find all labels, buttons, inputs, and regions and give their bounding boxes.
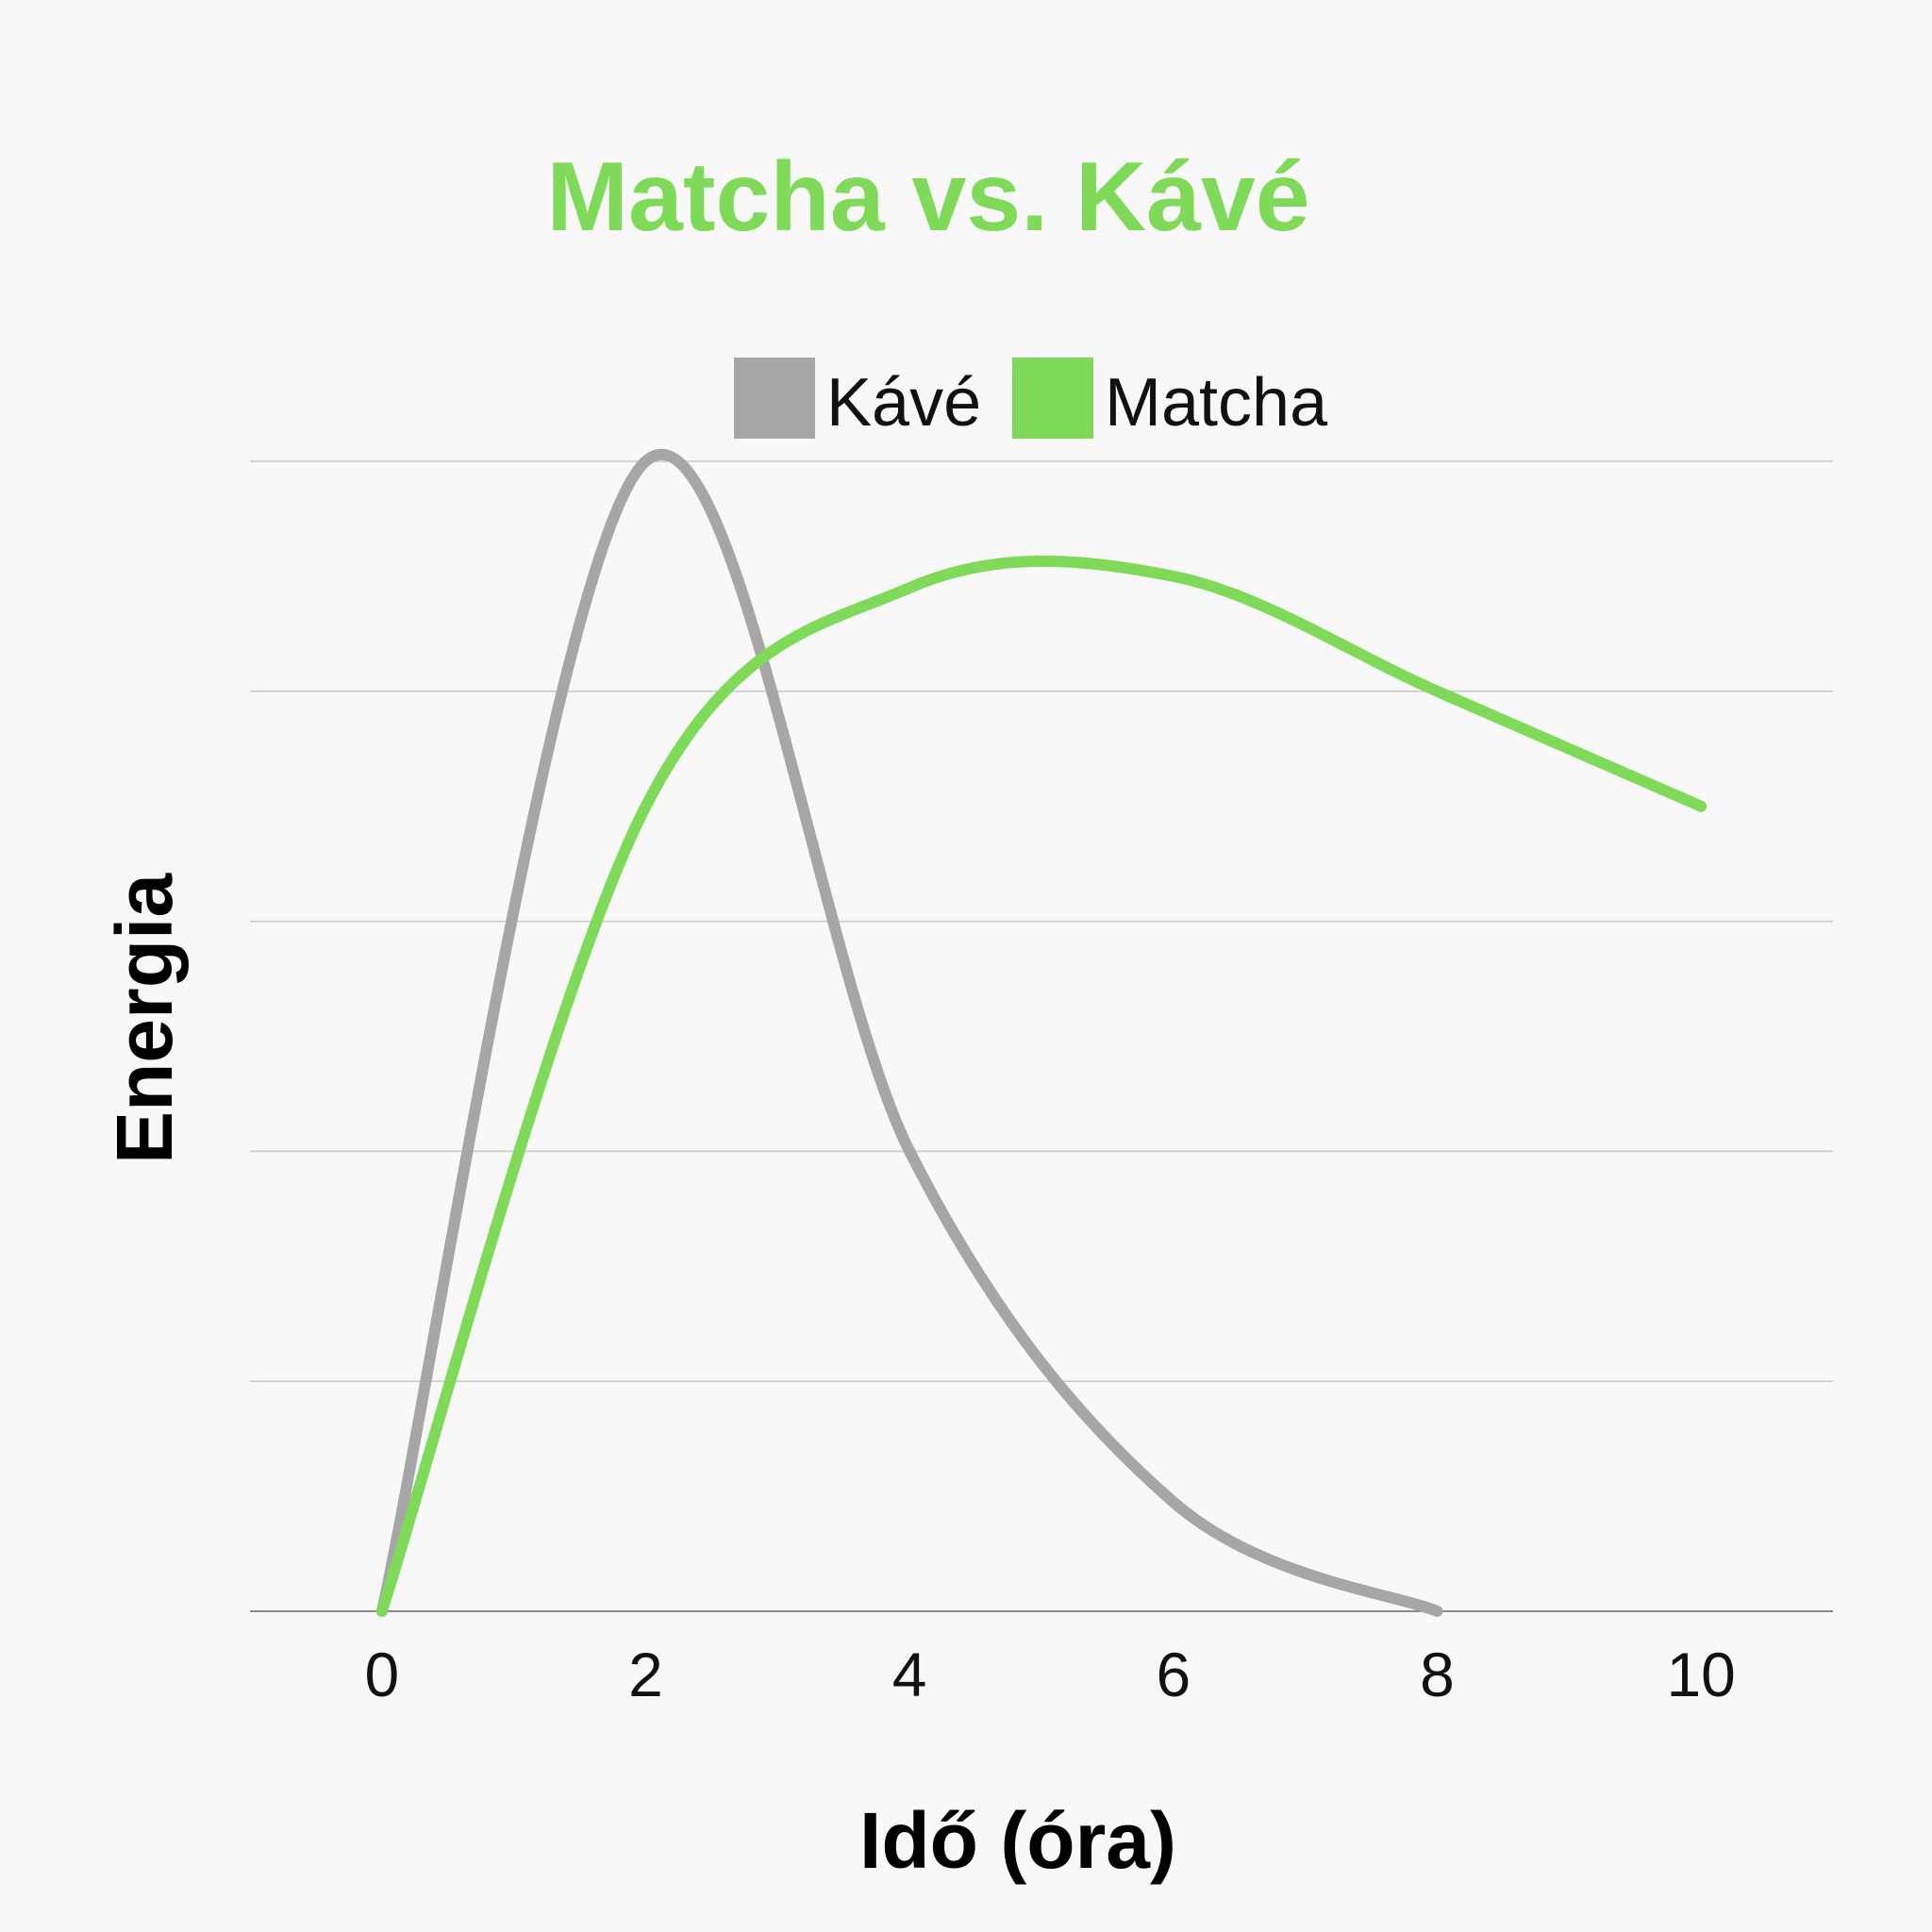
x-axis-title: Idő (óra) <box>859 1796 1176 1885</box>
legend-label-kave: Kávé <box>826 365 981 441</box>
legend: Kávé Matcha <box>734 358 1328 441</box>
series-line-k-v- <box>375 448 1443 1617</box>
series-line-matcha <box>375 555 1707 1617</box>
legend-swatch-kave <box>734 358 815 439</box>
legend-swatch-matcha <box>1012 358 1093 439</box>
y-axis-title: Energia <box>100 873 189 1164</box>
chart-title: Matcha vs. Kávé <box>546 142 1309 252</box>
x-tick-label: 6 <box>1156 1640 1191 1709</box>
x-tick-labels: 0 2 4 6 8 10 <box>364 1640 1735 1709</box>
x-tick-label: 10 <box>1666 1640 1735 1709</box>
x-tick-label: 8 <box>1420 1640 1455 1709</box>
x-tick-label: 0 <box>364 1640 399 1709</box>
series-group <box>375 448 1707 1617</box>
x-tick-label: 2 <box>628 1640 663 1709</box>
legend-label-matcha: Matcha <box>1105 365 1328 441</box>
x-tick-label: 4 <box>892 1640 927 1709</box>
